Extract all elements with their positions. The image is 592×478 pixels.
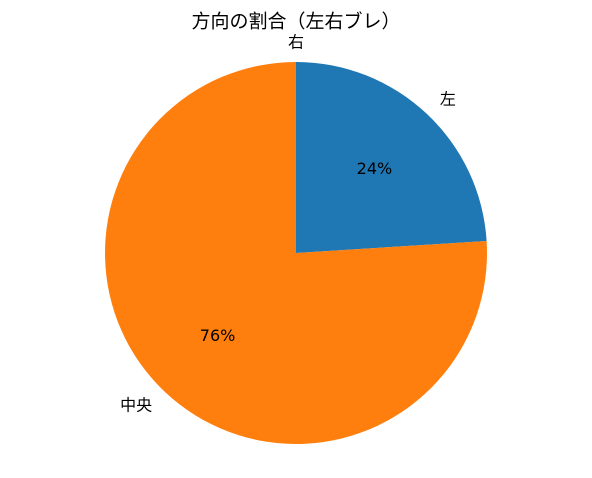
- slice-label: 中央: [120, 396, 152, 415]
- slice-label: 左: [440, 89, 456, 108]
- value-label: 24%: [357, 159, 393, 178]
- pie-slice: [105, 62, 487, 445]
- slice-label: 右: [288, 32, 304, 51]
- value-label: 76%: [200, 326, 236, 345]
- pie-slice: [296, 62, 487, 253]
- chart-title: 方向の割合（左右ブレ）: [191, 10, 400, 33]
